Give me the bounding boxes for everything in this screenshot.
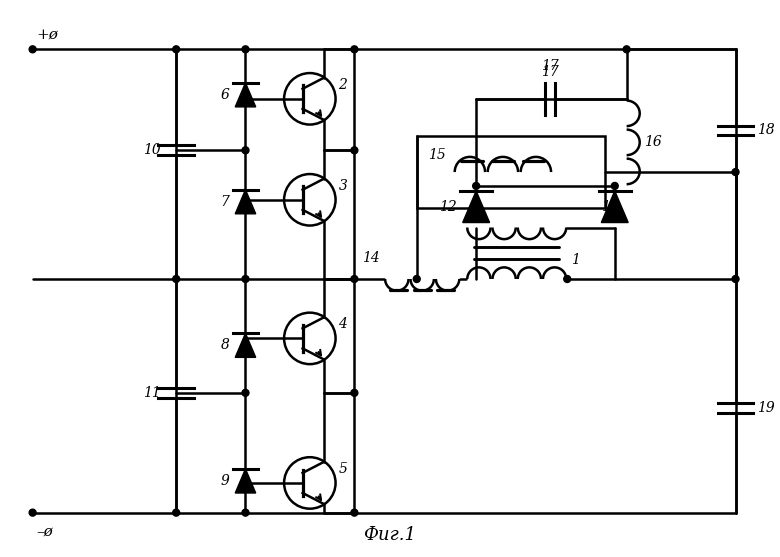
Text: 6: 6: [221, 88, 229, 102]
Circle shape: [732, 276, 739, 282]
Text: 14: 14: [363, 251, 380, 265]
Circle shape: [564, 276, 571, 282]
Text: 2: 2: [339, 77, 347, 92]
Circle shape: [623, 46, 630, 53]
Text: 4: 4: [339, 317, 347, 331]
Circle shape: [612, 183, 619, 189]
Text: 12: 12: [438, 200, 456, 214]
Circle shape: [172, 509, 179, 516]
Polygon shape: [236, 190, 256, 214]
Text: –ø: –ø: [37, 525, 53, 539]
Circle shape: [413, 276, 420, 282]
Text: 11: 11: [143, 386, 161, 400]
Circle shape: [242, 46, 249, 53]
Text: 18: 18: [757, 124, 775, 138]
Text: 3: 3: [339, 179, 347, 193]
Circle shape: [351, 389, 358, 397]
Polygon shape: [236, 469, 256, 493]
Bar: [417, 136, 604, 208]
Polygon shape: [236, 83, 256, 107]
Circle shape: [473, 183, 480, 189]
Circle shape: [732, 169, 739, 175]
Circle shape: [29, 509, 36, 516]
Text: 16: 16: [644, 135, 662, 149]
Circle shape: [351, 147, 358, 154]
Circle shape: [242, 509, 249, 516]
Text: 15: 15: [427, 148, 445, 162]
Text: 17: 17: [541, 59, 559, 73]
Text: 9: 9: [221, 474, 229, 488]
Text: Фиг.1: Фиг.1: [363, 526, 416, 544]
Circle shape: [29, 46, 36, 53]
Circle shape: [172, 276, 179, 282]
Circle shape: [242, 147, 249, 154]
Circle shape: [351, 276, 358, 282]
Text: 7: 7: [221, 195, 229, 209]
Circle shape: [351, 46, 358, 53]
Circle shape: [172, 46, 179, 53]
Circle shape: [242, 276, 249, 282]
Text: 13: 13: [601, 200, 619, 214]
Polygon shape: [463, 191, 490, 223]
Circle shape: [242, 389, 249, 397]
Text: 19: 19: [757, 400, 775, 415]
Polygon shape: [601, 191, 628, 223]
Text: 17: 17: [541, 65, 559, 79]
Text: 5: 5: [339, 462, 347, 476]
Polygon shape: [236, 333, 256, 358]
Text: 8: 8: [221, 338, 229, 353]
Text: +ø: +ø: [37, 27, 58, 41]
Text: 1: 1: [571, 253, 580, 267]
Circle shape: [351, 509, 358, 516]
Text: 10: 10: [143, 143, 161, 157]
